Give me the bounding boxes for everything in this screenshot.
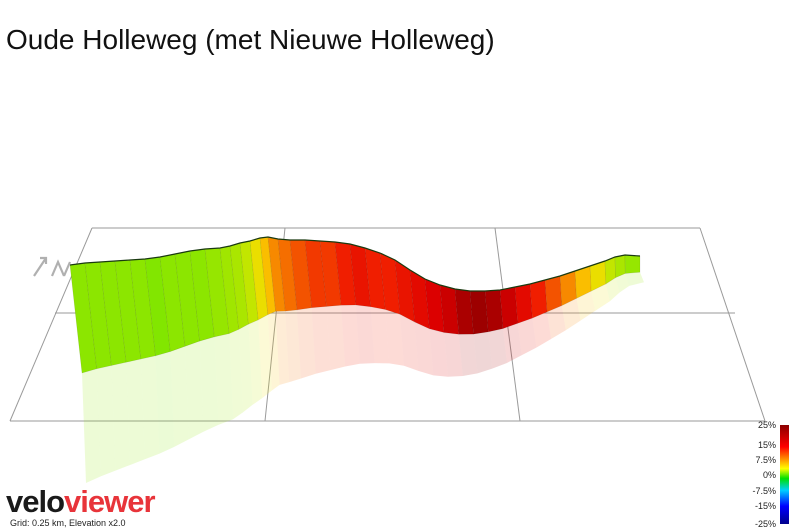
shadow-strip [370,306,390,364]
shadow-strip [258,314,272,399]
shadow-strip [532,311,552,348]
shadow-strip [238,324,253,413]
legend-label: -15% [754,501,776,511]
direction-arrow-icon [33,256,72,277]
shadow-strip [275,311,290,385]
shadow-strip [444,332,463,377]
gradient-strip [499,286,518,330]
shadow-strip [488,328,507,369]
gradient-legend-bar [780,425,789,524]
shadow-strip [502,323,522,363]
shadow-strip [385,309,404,366]
shadow-strip [285,309,302,383]
shadow-strip [355,304,375,364]
shadow-strip [547,305,566,339]
shadow-strip [326,305,346,371]
legend-label: 15% [757,440,776,450]
shadow-strip [561,298,581,331]
shadow-strip [399,314,419,372]
shadow-strip [625,272,644,286]
shadow-strip [458,334,478,377]
legend-label: 0% [762,470,776,480]
shadow-strip [297,307,316,379]
shadow-strip [517,318,537,356]
gradient-strip [514,283,533,324]
shadow-strip [267,311,280,391]
shadow-strip [229,329,243,420]
shadow-strip [311,306,331,374]
shadow-strip [473,331,493,374]
gradient-strip [624,254,641,274]
gradient-strip [614,254,626,279]
shadow-strip [248,319,263,405]
grid-line [9,227,93,422]
shadow-strip [170,346,189,447]
shadow-strip [184,341,204,440]
shadow-strip [96,365,116,477]
shadow-strip [591,283,610,311]
shadow-strip [111,362,131,471]
shadow-strip [140,355,160,460]
legend-label: 7.5% [755,455,776,465]
gradient-legend: 25% 15% 7.5% 0% -7.5% -15% -25% [748,420,790,529]
shadow-strip [341,304,360,367]
shadow-strip [155,351,175,454]
shadow-strip [126,359,145,465]
legend-label: 25% [757,420,776,430]
page-title: Oude Holleweg (met Nieuwe Holleweg) [6,24,495,55]
profile-top-line [69,236,641,292]
shadow-strip [214,333,234,425]
shadow-strip [576,291,596,321]
legend-label: -7.5% [752,486,776,496]
shadow-strip [82,368,101,483]
gradient-strip [529,279,548,319]
shadow-strip [199,336,219,432]
legend-label: -25% [754,519,776,529]
direction-arrow-stroke [33,256,72,277]
grid-line [699,227,766,422]
profile-shadow [82,272,644,483]
shadow-strip [615,273,630,293]
shadow-strip [429,328,449,377]
grid-scale-note: Grid: 0.25 km, Elevation x2.0 [10,518,126,528]
gradient-strip [544,275,563,313]
shadow-strip [605,277,620,302]
veloviewer-logo: veloviewer [6,484,156,519]
shadow-strip [414,322,434,376]
